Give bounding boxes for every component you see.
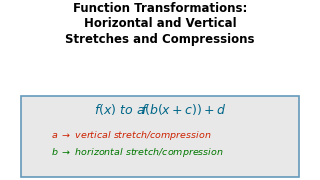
Text: Function Transformations:
Horizontal and Vertical
Stretches and Compressions: Function Transformations: Horizontal and… [65,2,255,46]
Text: $f(x)\ \mathit{to}\ \mathit{a}\!f\!\left(\mathit{b}(x+c)\right)+\mathit{d}$: $f(x)\ \mathit{to}\ \mathit{a}\!f\!\left… [94,102,226,117]
Text: $\mathit{b}\ \rightarrow$ horizontal stretch/compression: $\mathit{b}\ \rightarrow$ horizontal str… [51,146,224,159]
FancyBboxPatch shape [21,96,299,177]
Text: $\mathit{a}\ \rightarrow$ vertical stretch/compression: $\mathit{a}\ \rightarrow$ vertical stret… [51,129,212,142]
